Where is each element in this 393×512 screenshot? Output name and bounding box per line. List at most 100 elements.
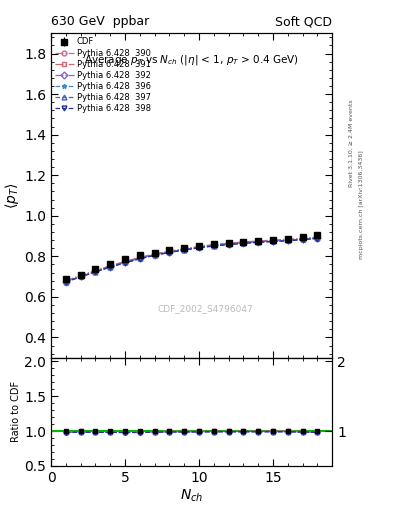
Pythia 6.428  397 — [315, 235, 320, 241]
Pythia 6.428  390 — [182, 246, 187, 252]
Pythia 6.428  390 — [300, 236, 305, 242]
Pythia 6.428  397 — [167, 249, 172, 255]
Pythia 6.428  396 — [108, 264, 113, 270]
Pythia 6.428  392 — [196, 244, 201, 250]
Pythia 6.428  392 — [182, 246, 187, 252]
Pythia 6.428  392 — [93, 268, 98, 274]
Pythia 6.428  397 — [182, 247, 187, 253]
Pythia 6.428  391 — [256, 238, 261, 244]
Pythia 6.428  392 — [300, 236, 305, 242]
Text: mcplots.cern.ch [arXiv:1306.3436]: mcplots.cern.ch [arXiv:1306.3436] — [359, 151, 364, 259]
Pythia 6.428  396 — [152, 252, 157, 258]
Pythia 6.428  397 — [123, 260, 127, 266]
Text: CDF_2002_S4796047: CDF_2002_S4796047 — [158, 305, 253, 313]
Pythia 6.428  391 — [285, 236, 290, 242]
Pythia 6.428  390 — [226, 241, 231, 247]
Pythia 6.428  392 — [270, 238, 275, 244]
Pythia 6.428  390 — [285, 237, 290, 243]
Pythia 6.428  390 — [256, 238, 261, 244]
Pythia 6.428  390 — [315, 234, 320, 241]
Pythia 6.428  396 — [93, 269, 98, 275]
Pythia 6.428  392 — [211, 242, 216, 248]
Pythia 6.428  396 — [78, 273, 83, 280]
Pythia 6.428  392 — [64, 279, 68, 285]
Pythia 6.428  397 — [256, 239, 261, 245]
Legend: CDF, Pythia 6.428  390, Pythia 6.428  391, Pythia 6.428  392, Pythia 6.428  396,: CDF, Pythia 6.428 390, Pythia 6.428 391,… — [53, 36, 152, 115]
Pythia 6.428  390 — [64, 278, 68, 284]
Pythia 6.428  397 — [78, 273, 83, 280]
Pythia 6.428  397 — [300, 236, 305, 242]
Pythia 6.428  392 — [78, 273, 83, 280]
Pythia 6.428  396 — [64, 279, 68, 285]
Pythia 6.428  398 — [123, 260, 127, 266]
Pythia 6.428  397 — [270, 238, 275, 244]
Pythia 6.428  396 — [226, 241, 231, 247]
Pythia 6.428  392 — [241, 240, 246, 246]
Pythia 6.428  396 — [300, 237, 305, 243]
Pythia 6.428  392 — [167, 249, 172, 255]
Pythia 6.428  391 — [196, 243, 201, 249]
Pythia 6.428  391 — [300, 235, 305, 241]
Line: Pythia 6.428  396: Pythia 6.428 396 — [63, 236, 320, 284]
Pythia 6.428  396 — [182, 247, 187, 253]
Pythia 6.428  398 — [270, 239, 275, 245]
Pythia 6.428  390 — [270, 238, 275, 244]
Y-axis label: Ratio to CDF: Ratio to CDF — [11, 381, 22, 442]
Line: Pythia 6.428  398: Pythia 6.428 398 — [63, 236, 320, 285]
Pythia 6.428  391 — [138, 254, 142, 261]
X-axis label: $N_{ch}$: $N_{ch}$ — [180, 487, 203, 504]
Y-axis label: $\langle p_T \rangle$: $\langle p_T \rangle$ — [3, 182, 21, 209]
Pythia 6.428  391 — [123, 259, 127, 265]
Pythia 6.428  396 — [123, 260, 127, 266]
Pythia 6.428  398 — [241, 240, 246, 246]
Pythia 6.428  390 — [93, 268, 98, 274]
Pythia 6.428  391 — [226, 240, 231, 246]
Pythia 6.428  397 — [211, 243, 216, 249]
Pythia 6.428  392 — [138, 255, 142, 261]
Pythia 6.428  392 — [315, 235, 320, 241]
Pythia 6.428  398 — [167, 249, 172, 255]
Pythia 6.428  398 — [108, 264, 113, 270]
Pythia 6.428  391 — [108, 263, 113, 269]
Pythia 6.428  397 — [241, 240, 246, 246]
Pythia 6.428  398 — [285, 238, 290, 244]
Pythia 6.428  391 — [152, 251, 157, 257]
Pythia 6.428  398 — [226, 242, 231, 248]
Pythia 6.428  398 — [138, 255, 142, 262]
Pythia 6.428  390 — [108, 263, 113, 269]
Line: Pythia 6.428  397: Pythia 6.428 397 — [63, 236, 320, 284]
Pythia 6.428  397 — [93, 268, 98, 274]
Pythia 6.428  396 — [241, 240, 246, 246]
Pythia 6.428  391 — [93, 267, 98, 273]
Pythia 6.428  398 — [182, 247, 187, 253]
Pythia 6.428  396 — [256, 239, 261, 245]
Pythia 6.428  396 — [285, 238, 290, 244]
Pythia 6.428  392 — [152, 252, 157, 258]
Pythia 6.428  390 — [123, 259, 127, 265]
Pythia 6.428  391 — [241, 239, 246, 245]
Pythia 6.428  391 — [270, 237, 275, 243]
Pythia 6.428  390 — [211, 242, 216, 248]
Pythia 6.428  397 — [138, 255, 142, 262]
Pythia 6.428  397 — [108, 264, 113, 270]
Pythia 6.428  390 — [138, 254, 142, 261]
Text: Soft QCD: Soft QCD — [275, 15, 332, 28]
Pythia 6.428  396 — [167, 249, 172, 255]
Pythia 6.428  390 — [167, 248, 172, 254]
Pythia 6.428  398 — [93, 269, 98, 275]
Pythia 6.428  392 — [285, 237, 290, 243]
Pythia 6.428  396 — [270, 238, 275, 244]
Pythia 6.428  391 — [315, 234, 320, 240]
Pythia 6.428  396 — [196, 245, 201, 251]
Text: Average $p_T$ vs $N_{ch}$ ($|\eta|$ < 1, $p_T$ > 0.4 GeV): Average $p_T$ vs $N_{ch}$ ($|\eta|$ < 1,… — [84, 53, 299, 67]
Pythia 6.428  398 — [78, 274, 83, 280]
Pythia 6.428  398 — [64, 279, 68, 285]
Pythia 6.428  396 — [211, 243, 216, 249]
Pythia 6.428  398 — [300, 237, 305, 243]
Pythia 6.428  398 — [315, 236, 320, 242]
Pythia 6.428  392 — [108, 264, 113, 270]
Line: Pythia 6.428  392: Pythia 6.428 392 — [63, 236, 320, 284]
Line: Pythia 6.428  390: Pythia 6.428 390 — [63, 235, 320, 284]
Pythia 6.428  398 — [256, 239, 261, 245]
Pythia 6.428  397 — [285, 237, 290, 243]
